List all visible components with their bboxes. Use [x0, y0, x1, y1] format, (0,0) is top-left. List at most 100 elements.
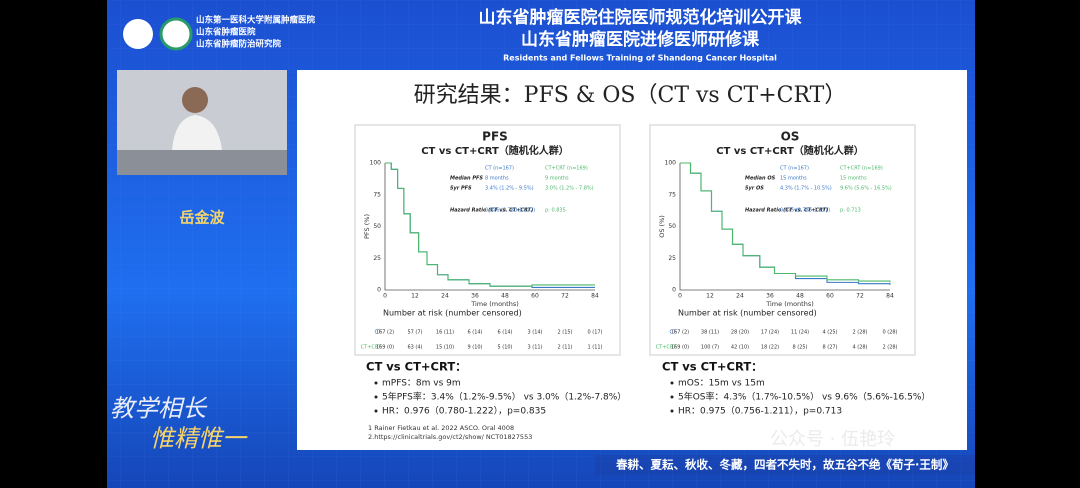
y-axis-label: OS (%): [658, 215, 666, 238]
slide-title: 研究结果：PFS & OS（CT vs CT+CRT）: [414, 83, 847, 108]
risk-cell: 6 (14): [467, 330, 482, 336]
bullet-dot: [670, 409, 674, 413]
stats-header: CT+CRT (n=169): [545, 166, 588, 172]
header-subtitle: Residents and Fellows Training of Shando…: [503, 54, 777, 63]
y-tick-label: 25: [373, 255, 381, 262]
x-tick-label: 48: [796, 293, 804, 300]
risk-row-name: CT: [669, 330, 676, 336]
x-tick-label: 36: [766, 293, 774, 300]
x-tick-label: 0: [383, 293, 387, 300]
x-tick-label: 0: [678, 293, 682, 300]
y-tick-label: 50: [373, 223, 381, 230]
summary-bullet: HR：0.976（0.780-1.222），p=0.835: [382, 406, 546, 417]
summary-bullet: mOS：15m vs 15m: [678, 379, 765, 389]
stats-cell: 0.975 (0.756-1.211): [780, 208, 830, 214]
summary-bullet: HR：0.975（0.756-1.211），p=0.713: [678, 406, 842, 417]
y-tick-label: 75: [373, 191, 381, 198]
x-tick-label: 60: [531, 293, 539, 300]
x-axis-label: Time (months): [765, 300, 814, 308]
x-tick-label: 12: [411, 293, 419, 300]
risk-cell: 169 (0): [376, 345, 394, 351]
ticker-bar: [595, 455, 975, 475]
summary-heading: CT vs CT+CRT：: [662, 360, 763, 374]
survival-curve: [385, 162, 595, 287]
risk-title: Number at risk (number censored): [678, 309, 817, 318]
stats-cell: 5yr PFS: [450, 186, 472, 192]
x-tick-label: 72: [856, 293, 864, 300]
bullet-dot: [374, 395, 378, 399]
summary-bullet: 5年OS率：4.3%（1.7%-10.5%） vs 9.6%（5.6%-16.5…: [678, 391, 930, 403]
stats-cell: 3.0% (1.2% - 7.8%): [545, 186, 594, 192]
watermark: 公众号 · 伍艳玲: [770, 429, 895, 450]
reference: 1 Rainer Fietkau et al. 2022 ASCO. Oral …: [368, 424, 514, 432]
y-tick-label: 100: [665, 160, 677, 167]
logo-text: 山东第一医科大学附属肿瘤医院: [196, 15, 316, 26]
risk-row-name: CT: [374, 330, 381, 336]
header-title: 山东省肿瘤医院住院医师规范化培训公开课: [479, 7, 803, 28]
y-axis-label: PFS (%): [363, 214, 371, 239]
stats-cell: Median PFS: [450, 176, 483, 182]
figure-box: [649, 124, 916, 356]
stats-cell: Hazard Ratio (CT vs. CT+CRT): [450, 208, 533, 214]
y-tick-label: 25: [668, 255, 676, 262]
risk-cell: 38 (11): [701, 330, 719, 336]
y-tick-label: 100: [370, 160, 382, 167]
x-tick-label: 24: [441, 293, 449, 300]
logo-text: 山东省肿瘤医院: [196, 27, 256, 38]
stats-cell: 15 months: [780, 176, 807, 182]
risk-row-name: CT+CRT: [656, 345, 677, 351]
risk-cell: 0 (28): [882, 330, 897, 336]
risk-cell: 63 (4): [407, 345, 422, 351]
y-tick-label: 50: [668, 223, 676, 230]
risk-cell: 9 (10): [467, 345, 482, 351]
summary-bullet: mPFS：8m vs 9m: [382, 379, 461, 389]
slide: [297, 70, 967, 450]
summary-heading: CT vs CT+CRT：: [366, 360, 467, 374]
stats-header: CT+CRT (n=169): [840, 166, 883, 172]
stats-cell: Hazard Ratio (CT vs. CT+CRT): [745, 208, 828, 214]
risk-cell: 28 (20): [731, 330, 749, 336]
logo-2: [159, 17, 193, 51]
x-tick-label: 24: [736, 293, 744, 300]
risk-cell: 100 (7): [701, 345, 719, 351]
risk-cell: 11 (24): [791, 330, 809, 336]
risk-cell: 18 (22): [761, 345, 779, 351]
x-tick-label: 12: [706, 293, 714, 300]
risk-cell: 4 (28): [852, 345, 867, 351]
panel-subtitle: CT vs CT+CRT（随机化人群）: [421, 144, 569, 157]
stats-cell: 3.4% (1.2% - 9.5%): [485, 186, 534, 192]
risk-cell: 17 (24): [761, 330, 779, 336]
risk-title: Number at risk (number censored): [383, 309, 522, 318]
risk-cell: 0 (17): [587, 330, 602, 336]
bullet-dot: [670, 395, 674, 399]
risk-cell: 4 (25): [822, 330, 837, 336]
x-tick-label: 84: [591, 293, 599, 300]
speaker-body: [172, 115, 222, 150]
y-tick-label: 0: [672, 287, 676, 294]
risk-cell: 167 (2): [376, 330, 394, 336]
stats-cell: 4.3% (1.7% - 10.5%): [780, 186, 832, 192]
x-tick-label: 36: [471, 293, 479, 300]
risk-cell: 3 (14): [527, 330, 542, 336]
stats-header: CT (n=167): [780, 166, 809, 172]
calligraphy: 惟精惟一: [150, 425, 248, 453]
panel-title: OS: [781, 130, 800, 144]
bullet-dot: [374, 381, 378, 385]
risk-cell: 3 (11): [527, 345, 542, 351]
risk-cell: 6 (14): [497, 330, 512, 336]
bullet-dot: [670, 381, 674, 385]
logo-1: [123, 19, 153, 49]
header-title: 山东省肿瘤医院进修医师研修课: [521, 29, 760, 50]
risk-cell: 2 (11): [557, 345, 572, 351]
axes: [384, 163, 595, 291]
survival-curve: [680, 162, 891, 283]
figure-box: [354, 124, 621, 356]
stats-cell: 8 months: [485, 176, 509, 182]
risk-cell: 1 (11): [587, 345, 602, 351]
risk-cell: 169 (0): [671, 345, 689, 351]
stats-cell: 5yr OS: [745, 186, 764, 192]
risk-cell: 2 (15): [557, 330, 572, 336]
risk-cell: 2 (28): [882, 345, 897, 351]
x-axis-label: Time (months): [470, 300, 519, 308]
